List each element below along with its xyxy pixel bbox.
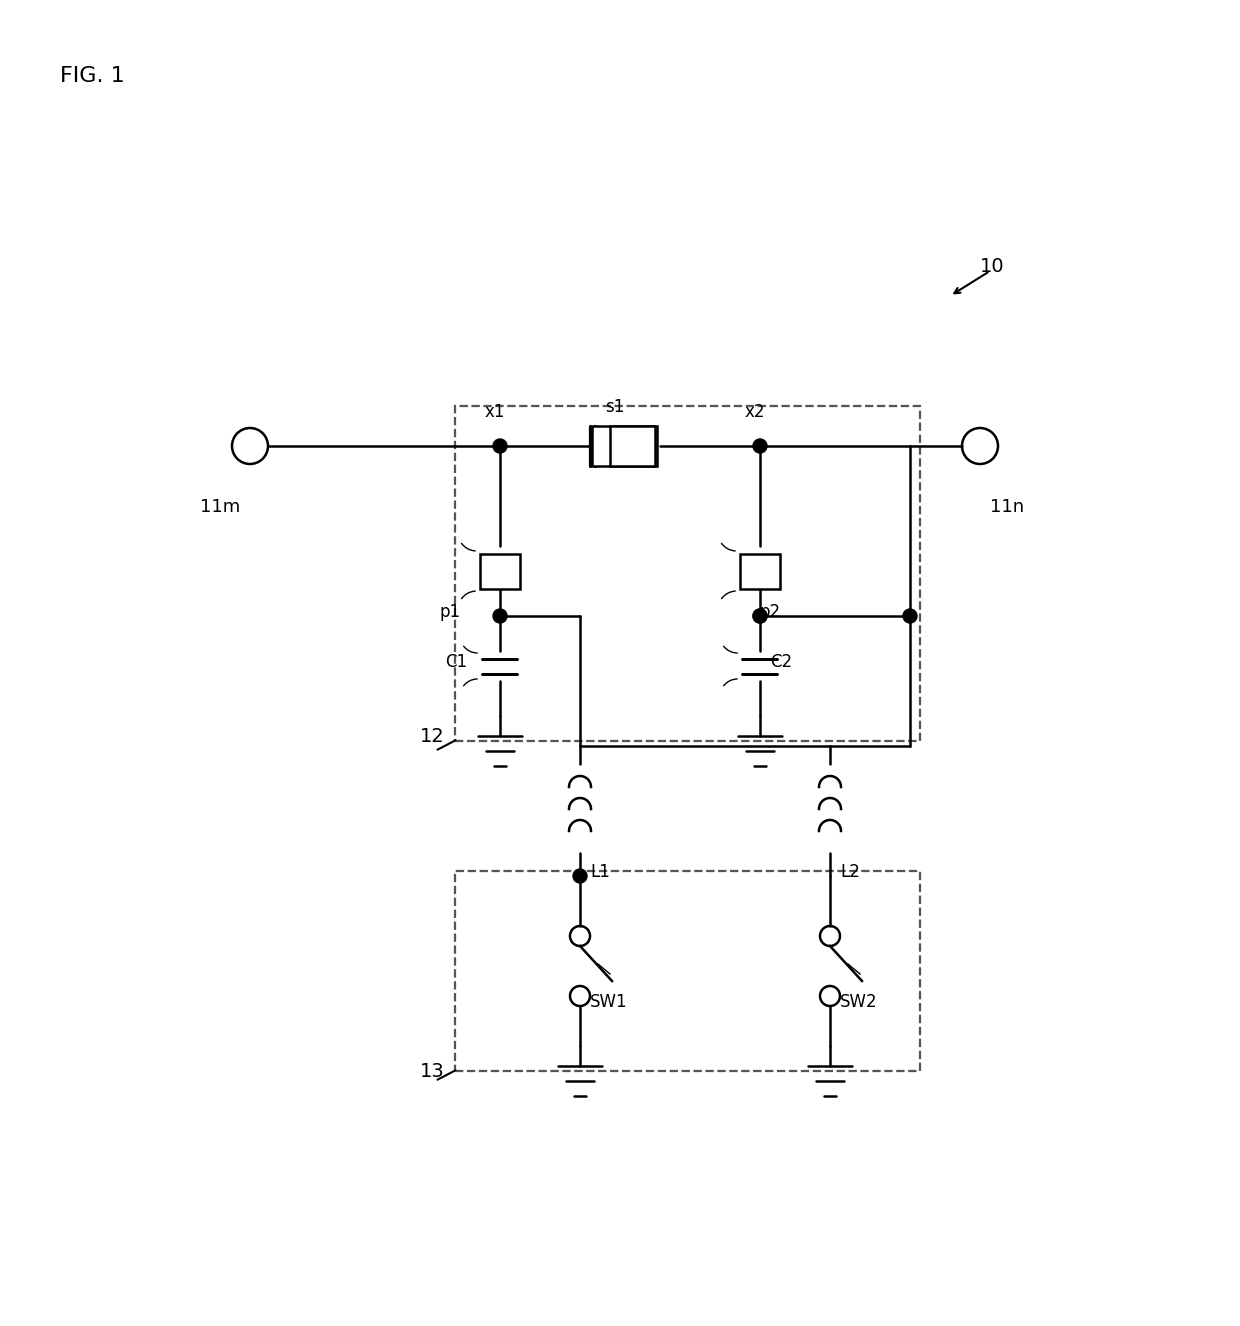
Circle shape	[573, 869, 587, 883]
Text: FIG. 1: FIG. 1	[60, 66, 125, 86]
Text: 12: 12	[420, 727, 445, 747]
FancyBboxPatch shape	[480, 553, 520, 589]
Text: 11m: 11m	[200, 499, 241, 516]
Text: C2: C2	[770, 652, 792, 671]
Text: SW1: SW1	[590, 993, 627, 1010]
Text: 11n: 11n	[990, 499, 1024, 516]
Bar	[455, 406, 920, 741]
Text: C1: C1	[445, 652, 467, 671]
Bar	[455, 871, 920, 1071]
Text: x1: x1	[485, 403, 506, 420]
FancyBboxPatch shape	[593, 426, 657, 465]
FancyBboxPatch shape	[740, 553, 780, 589]
Text: L2: L2	[839, 863, 859, 880]
Text: p1: p1	[440, 603, 461, 621]
Circle shape	[903, 609, 918, 623]
Text: 10: 10	[980, 257, 1004, 276]
Circle shape	[753, 609, 768, 623]
Text: x2: x2	[745, 403, 765, 420]
Circle shape	[753, 439, 768, 453]
Text: 13: 13	[420, 1062, 445, 1081]
Circle shape	[753, 609, 768, 623]
Circle shape	[494, 609, 507, 623]
Text: p2: p2	[760, 603, 781, 621]
Circle shape	[494, 439, 507, 453]
Text: SW2: SW2	[839, 993, 878, 1010]
Text: L1: L1	[590, 863, 610, 880]
Text: s1: s1	[605, 398, 625, 416]
FancyBboxPatch shape	[610, 426, 655, 465]
